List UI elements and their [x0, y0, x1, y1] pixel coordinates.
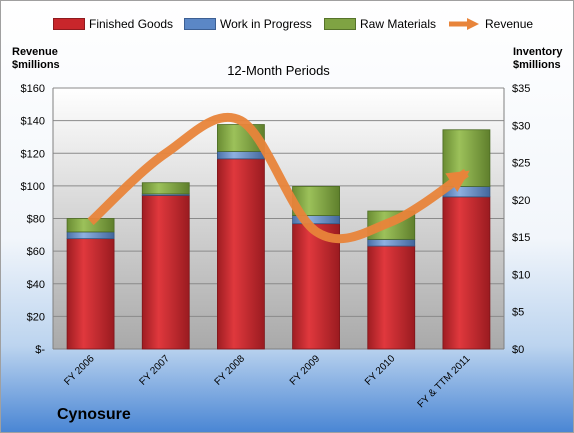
legend-label-work-in-progress: Work in Progress: [220, 17, 312, 31]
legend-swatch-finished-goods: [53, 18, 85, 30]
bar-finished-goods: [217, 158, 265, 350]
x-axis-tick-label: FY 2009: [288, 353, 323, 388]
legend-swatch-raw-materials: [324, 18, 356, 30]
left-axis-tick-label: $140: [21, 116, 45, 128]
legend-label-raw-materials: Raw Materials: [360, 17, 437, 31]
right-axis-tick-label: $35: [512, 83, 530, 95]
right-axis-tick-label: $10: [512, 269, 530, 281]
x-axis-tick-label: FY & TTM 2011: [416, 353, 473, 410]
revenue-line: [87, 112, 469, 244]
left-axis-tick-label: $80: [27, 214, 45, 226]
brand-name: Cynosure: [57, 406, 131, 423]
legend-item-revenue: Revenue: [447, 16, 533, 32]
x-axis-tick-label: FY 2007: [137, 353, 172, 388]
right-axis-tick-label: $15: [512, 232, 530, 244]
bar-work-in-progress: [217, 150, 265, 160]
bar-work-in-progress: [367, 238, 416, 247]
bar-finished-goods: [367, 245, 416, 350]
bar-finished-goods: [442, 196, 491, 350]
right-axis-title: Inventory $millions: [513, 46, 563, 71]
left-axis-tick-label: $100: [21, 181, 45, 193]
left-axis-tick-label: $160: [21, 83, 45, 95]
bar-raw-materials: [141, 182, 190, 195]
x-axis-tick-label: FY 2006: [62, 353, 97, 388]
bar-finished-goods: [141, 194, 190, 350]
right-axis-tick-label: $0: [512, 344, 524, 356]
left-axis-tick-label: $20: [27, 311, 45, 323]
right-axis-tick-label: $25: [512, 158, 530, 170]
left-axis-tick-label: $-: [35, 344, 45, 356]
legend-swatch-work-in-progress: [184, 18, 216, 30]
right-axis-tick-label: $5: [512, 307, 524, 319]
left-axis-tick-label: $40: [27, 279, 45, 291]
legend-item-work-in-progress: Work in Progress: [184, 16, 312, 32]
legend-item-finished-goods: Finished Goods: [53, 16, 173, 32]
bar-finished-goods: [292, 223, 340, 350]
right-axis-tick-label: $20: [512, 195, 530, 207]
left-axis-title: Revenue $millions: [12, 46, 60, 71]
legend-swatch-revenue: [449, 18, 479, 30]
legend-item-raw-materials: Raw Materials: [324, 16, 436, 32]
x-axis-tick-label: FY 2008: [213, 353, 248, 388]
chart-title: 12-Month Periods: [227, 63, 330, 78]
bar-work-in-progress: [66, 231, 115, 240]
x-axis-tick-label: FY 2010: [363, 353, 398, 388]
bar-finished-goods: [66, 238, 115, 350]
legend-label-revenue: Revenue: [485, 17, 534, 31]
revenue-arrowhead: [445, 170, 470, 192]
left-axis-tick-label: $60: [27, 246, 45, 258]
legend-label-finished-goods: Finished Goods: [89, 17, 174, 31]
right-axis-tick-label: $30: [512, 120, 530, 132]
left-axis-tick-label: $120: [21, 148, 45, 160]
